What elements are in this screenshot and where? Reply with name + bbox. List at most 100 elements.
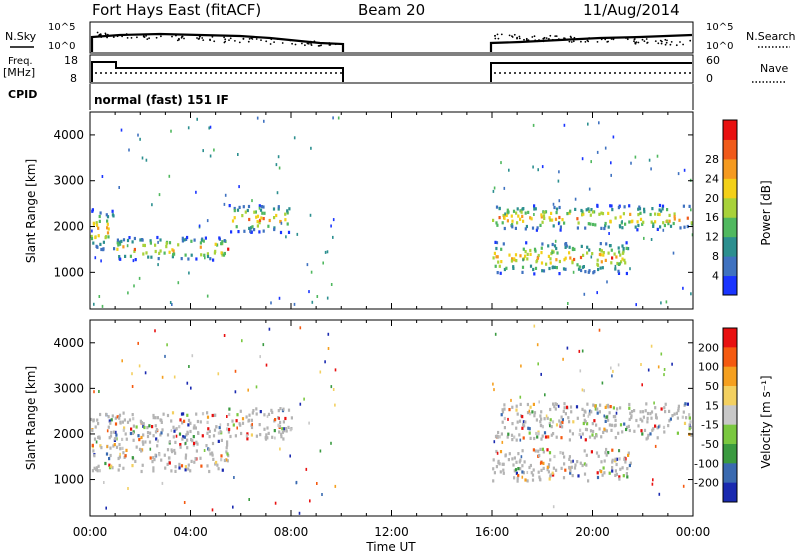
power-noise-cell xyxy=(270,301,272,305)
power-data-cell xyxy=(521,214,524,218)
vel-noise-cell xyxy=(98,390,100,393)
vel-data-cell xyxy=(271,410,274,414)
vel-data-cell xyxy=(190,459,193,463)
vel-data-cell xyxy=(645,402,648,406)
vel-noise-cell xyxy=(232,505,234,509)
vel-data-cell xyxy=(185,433,188,437)
power-data-cell xyxy=(569,256,572,260)
vel-data-cell xyxy=(208,429,211,433)
power-noise-cell xyxy=(635,303,637,307)
power-data-cell xyxy=(605,242,608,246)
vel-noise-cell xyxy=(305,467,308,471)
vel-data-cell xyxy=(633,409,636,413)
power-noise-cell xyxy=(574,197,577,201)
power-heatmap xyxy=(90,116,694,308)
vel-noise-cell xyxy=(251,422,253,426)
power-data-cell xyxy=(513,257,516,261)
vel-data-cell xyxy=(278,430,281,434)
power-data-cell xyxy=(503,216,506,220)
power-data-cell xyxy=(589,213,592,217)
vel-data-cell xyxy=(510,433,514,437)
power-data-cell xyxy=(242,205,245,209)
vel-data-cell xyxy=(166,462,169,466)
power-data-cell xyxy=(574,207,577,211)
power-noise-cell xyxy=(296,232,299,236)
vel-data-cell xyxy=(605,453,608,457)
vel-data-cell xyxy=(596,411,599,415)
vel-data-cell xyxy=(95,466,98,470)
vel-data-cell xyxy=(232,423,235,427)
vel-data-cell xyxy=(289,428,292,432)
vel-noise-cell xyxy=(618,449,620,453)
power-data-cell xyxy=(610,261,613,265)
vel-data-cell xyxy=(279,420,282,424)
power-data-cell xyxy=(128,236,131,240)
power-noise-cell xyxy=(656,154,659,158)
power-data-cell xyxy=(582,265,585,269)
vel-data-cell xyxy=(138,447,142,451)
vel-data-cell xyxy=(549,458,552,462)
power-data-cell xyxy=(630,220,633,224)
power-data-cell xyxy=(656,227,659,231)
vel-data-cell xyxy=(535,431,538,436)
vel-data-cell xyxy=(146,434,150,439)
power-data-cell xyxy=(220,251,223,255)
vel-noise-cell xyxy=(105,506,107,510)
vel-data-cell xyxy=(611,448,614,452)
vel-data-cell xyxy=(522,471,525,475)
vel-noise-cell xyxy=(149,447,152,451)
power-data-cell xyxy=(522,219,525,223)
power-data-cell xyxy=(591,252,594,256)
vel-data-cell xyxy=(266,426,269,430)
vel-data-cell xyxy=(95,468,98,472)
vel-data-cell xyxy=(550,425,553,429)
nsearch-dot xyxy=(533,35,536,38)
vel-data-cell xyxy=(492,458,495,462)
vel-data-cell xyxy=(96,418,99,422)
power-data-cell xyxy=(141,238,144,242)
vel-noise-cell xyxy=(191,354,194,358)
vel-data-cell xyxy=(206,411,209,415)
power-noise-cell xyxy=(662,228,665,232)
vel-data-cell xyxy=(118,413,122,417)
nsearch-ytick-top: 10^5 xyxy=(706,22,733,33)
vel-data-cell xyxy=(96,469,99,473)
power-data-cell xyxy=(573,247,576,251)
vel-data-cell xyxy=(551,420,555,424)
vel-data-cell xyxy=(122,411,125,415)
nsearch-dot xyxy=(180,36,183,39)
vel-noise-cell xyxy=(274,501,277,505)
power-data-cell xyxy=(107,235,110,239)
vel-data-cell xyxy=(519,467,522,471)
power-noise-cell xyxy=(280,221,283,225)
vel-data-cell xyxy=(122,428,125,432)
vel-data-cell xyxy=(610,428,613,432)
nsearch-dot xyxy=(527,39,530,41)
power-data-cell xyxy=(165,241,168,245)
power-data-cell xyxy=(495,221,498,225)
vel-data-cell xyxy=(142,422,145,426)
vel-data-cell xyxy=(570,410,573,414)
freq-panel: Freq. [MHz] 18 8 60 0 Nave xyxy=(3,54,788,85)
power-data-cell xyxy=(563,221,566,225)
freq-ytick-top: 18 xyxy=(64,54,78,67)
x-axis-label: Time UT xyxy=(365,540,416,554)
power-data-cell xyxy=(564,267,567,271)
nsearch-dot xyxy=(626,38,629,41)
nsearch-dot xyxy=(183,37,185,40)
power-data-cell xyxy=(576,217,579,221)
vel-data-cell xyxy=(570,465,573,469)
power-data-cell xyxy=(667,222,670,226)
vel-data-cell xyxy=(255,412,258,416)
vel-data-cell xyxy=(221,468,224,472)
power-data-cell xyxy=(124,254,127,258)
power-noise-cell xyxy=(306,263,309,267)
power-data-cell xyxy=(540,213,543,217)
vel-data-cell xyxy=(184,465,187,469)
vel-data-cell xyxy=(98,436,101,440)
power-data-cell xyxy=(100,247,103,252)
vel-data-cell xyxy=(500,432,503,436)
vel-data-cell xyxy=(119,421,122,425)
power-data-cell xyxy=(619,215,622,219)
power-data-cell xyxy=(587,222,590,226)
